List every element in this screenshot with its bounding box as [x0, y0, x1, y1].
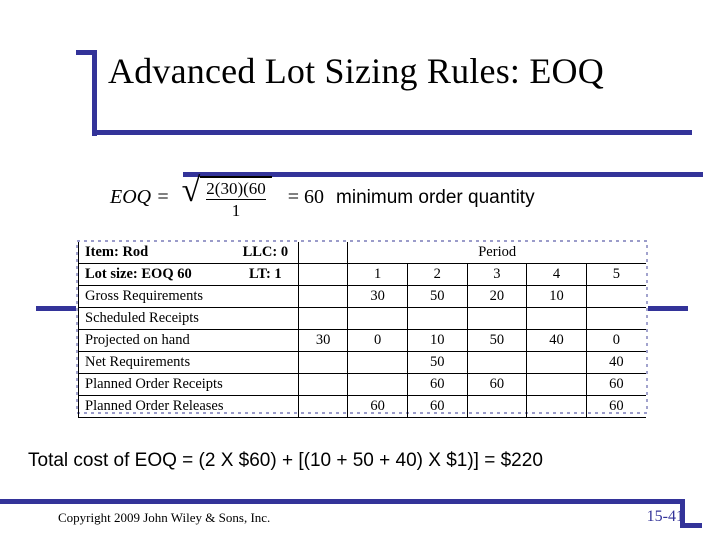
- sqrt-icon: √ 2(30)(60 1: [182, 176, 272, 219]
- cell-onhand: [299, 374, 348, 396]
- cell: 60: [467, 374, 527, 396]
- decor-right-rule: [648, 306, 688, 311]
- title-vertical-rule: [92, 50, 97, 136]
- total-cost-text: Total cost of EOQ = (2 X $60) + [(10 + 5…: [28, 450, 543, 472]
- cell: 60: [586, 396, 646, 418]
- table-row: Projected on hand 30 0 10 50 40 0: [79, 330, 647, 352]
- formula-rhs: = 60: [288, 186, 324, 209]
- eoq-formula: EOQ = √ 2(30)(60 1 = 60 minimum order qu…: [110, 176, 535, 219]
- row-label: Scheduled Receipts: [79, 308, 233, 330]
- hdr-onhand-blank: [299, 264, 348, 286]
- decor-left-rule: [36, 306, 76, 311]
- cell: [467, 396, 527, 418]
- hdr-p4: 4: [527, 264, 587, 286]
- radical-symbol: √: [182, 174, 201, 208]
- cell: 20: [467, 286, 527, 308]
- formula-lhs: EOQ =: [110, 186, 170, 209]
- table-row: Planned Order Releases 60 60 60: [79, 396, 647, 418]
- row-label: Gross Requirements: [79, 286, 233, 308]
- row-label: Projected on hand: [79, 330, 233, 352]
- hdr-lt: LT: 1: [233, 264, 299, 286]
- formula-note: minimum order quantity: [336, 187, 535, 209]
- footer-rule: [0, 499, 680, 504]
- slide-number: 15-41: [647, 508, 684, 526]
- hdr-item: Item: Rod: [79, 242, 233, 264]
- cell: 60: [586, 374, 646, 396]
- cell: 40: [586, 352, 646, 374]
- cell: 50: [407, 352, 467, 374]
- cell: 30: [348, 286, 408, 308]
- row-label: Net Requirements: [79, 352, 233, 374]
- title-tick: [76, 50, 92, 55]
- title-underline: [97, 130, 692, 135]
- cell: [527, 374, 587, 396]
- cell-onhand: [299, 286, 348, 308]
- row-label: Planned Order Releases: [79, 396, 233, 418]
- mrp-table: Item: Rod LLC: 0 Period Lot size: EOQ 60…: [78, 242, 646, 418]
- cell: 60: [407, 396, 467, 418]
- fraction-numerator: 2(30)(60: [206, 180, 265, 199]
- cell: [527, 352, 587, 374]
- hdr-period: Period: [348, 242, 646, 264]
- cell-onhand: 30: [299, 330, 348, 352]
- page-title: Advanced Lot Sizing Rules: EOQ: [108, 50, 692, 92]
- cell-onhand: [299, 352, 348, 374]
- cell-onhand: [299, 308, 348, 330]
- cell: [527, 308, 587, 330]
- table-row: Scheduled Receipts: [79, 308, 647, 330]
- table-row: Net Requirements 50 40: [79, 352, 647, 374]
- cell: 0: [348, 330, 408, 352]
- slide: Advanced Lot Sizing Rules: EOQ EOQ = √ 2…: [0, 0, 720, 540]
- cell: [348, 352, 408, 374]
- fraction-denominator: 1: [232, 200, 241, 219]
- hdr-lotsize: Lot size: EOQ 60: [79, 264, 233, 286]
- hdr-blank: [299, 242, 348, 264]
- cell: [467, 352, 527, 374]
- hdr-p2: 2: [407, 264, 467, 286]
- copyright-text: Copyright 2009 John Wiley & Sons, Inc.: [58, 510, 270, 526]
- cell: 10: [527, 286, 587, 308]
- title-block: Advanced Lot Sizing Rules: EOQ: [28, 30, 692, 92]
- cell: [348, 374, 408, 396]
- cell: 60: [348, 396, 408, 418]
- cell-onhand: [299, 396, 348, 418]
- cell: 60: [407, 374, 467, 396]
- table-header-row-2: Lot size: EOQ 60 LT: 1 1 2 3 4 5: [79, 264, 647, 286]
- cell: 0: [586, 330, 646, 352]
- cell: [407, 308, 467, 330]
- cell: [586, 308, 646, 330]
- footer: Copyright 2009 John Wiley & Sons, Inc. 1…: [0, 508, 720, 526]
- hdr-p3: 3: [467, 264, 527, 286]
- table-header-row-1: Item: Rod LLC: 0 Period: [79, 242, 647, 264]
- cell: [586, 286, 646, 308]
- hdr-p1: 1: [348, 264, 408, 286]
- cell: 50: [407, 286, 467, 308]
- hdr-p5: 5: [586, 264, 646, 286]
- row-label: Planned Order Receipts: [79, 374, 233, 396]
- table-row: Gross Requirements 30 50 20 10: [79, 286, 647, 308]
- fraction: 2(30)(60 1: [200, 176, 271, 219]
- cell: [467, 308, 527, 330]
- cell: [348, 308, 408, 330]
- cell: 50: [467, 330, 527, 352]
- cell: 40: [527, 330, 587, 352]
- cell: 10: [407, 330, 467, 352]
- hdr-llc: LLC: 0: [233, 242, 299, 264]
- table-row: Planned Order Receipts 60 60 60: [79, 374, 647, 396]
- cell: [527, 396, 587, 418]
